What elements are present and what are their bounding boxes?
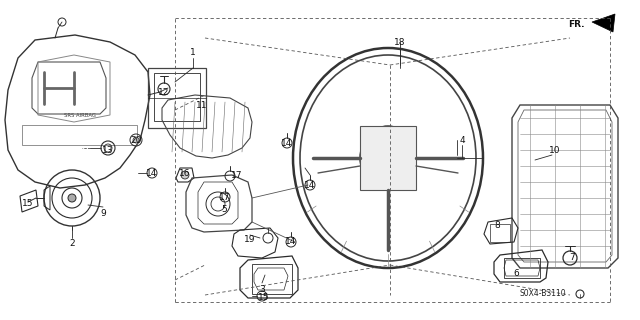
Text: 10: 10 bbox=[549, 146, 561, 155]
Text: 14: 14 bbox=[304, 180, 316, 189]
Circle shape bbox=[380, 150, 396, 166]
Text: 9: 9 bbox=[100, 209, 106, 218]
Text: 14: 14 bbox=[147, 169, 157, 178]
Bar bbox=[252, 264, 292, 294]
Text: SRS AIRBAG: SRS AIRBAG bbox=[64, 113, 96, 117]
Text: 17: 17 bbox=[231, 171, 243, 180]
Text: 6: 6 bbox=[513, 269, 519, 278]
Polygon shape bbox=[592, 14, 615, 32]
Text: 14: 14 bbox=[285, 237, 297, 246]
Circle shape bbox=[68, 194, 76, 202]
Text: FR.: FR. bbox=[568, 20, 585, 28]
Text: S0X4-B3110: S0X4-B3110 bbox=[520, 290, 566, 299]
Text: 14: 14 bbox=[282, 139, 292, 148]
Text: 7: 7 bbox=[569, 252, 575, 261]
Polygon shape bbox=[360, 126, 416, 190]
Text: 8: 8 bbox=[494, 220, 500, 229]
Circle shape bbox=[384, 154, 392, 162]
Text: 2: 2 bbox=[69, 238, 75, 247]
Text: 15: 15 bbox=[22, 199, 34, 209]
Text: 5: 5 bbox=[221, 205, 227, 214]
Text: 19: 19 bbox=[244, 236, 256, 244]
Bar bbox=[490, 224, 510, 242]
Text: 17: 17 bbox=[220, 193, 231, 202]
Text: 13: 13 bbox=[102, 146, 114, 155]
Bar bbox=[148, 68, 206, 128]
Text: 12: 12 bbox=[158, 87, 170, 97]
Text: 20: 20 bbox=[131, 135, 141, 145]
Text: 16: 16 bbox=[179, 169, 191, 178]
Circle shape bbox=[133, 137, 139, 143]
Text: 4: 4 bbox=[459, 135, 465, 145]
Bar bbox=[22, 125, 137, 145]
Bar bbox=[154, 73, 200, 121]
Circle shape bbox=[181, 171, 189, 179]
Bar bbox=[504, 258, 540, 278]
Text: 11: 11 bbox=[196, 100, 208, 109]
Text: 1: 1 bbox=[190, 47, 196, 57]
Text: 18: 18 bbox=[394, 37, 406, 46]
Text: 15: 15 bbox=[259, 293, 269, 302]
Text: 3: 3 bbox=[259, 284, 265, 293]
